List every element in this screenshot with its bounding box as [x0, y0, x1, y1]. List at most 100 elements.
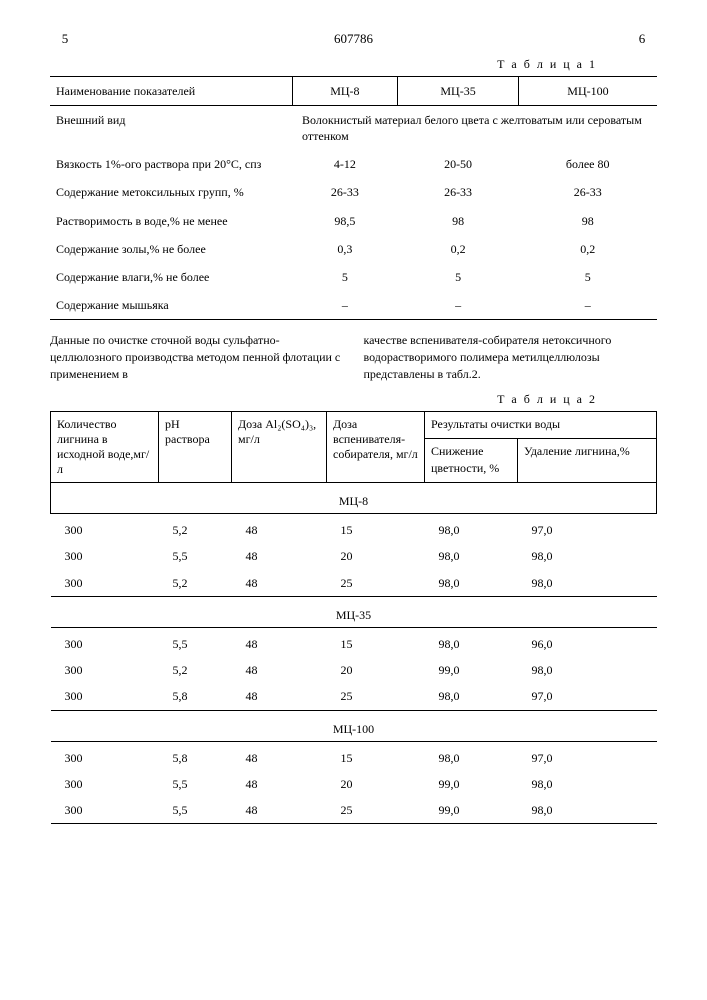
doc-number: 607786 [80, 30, 627, 48]
t2-cell: 98,0 [425, 570, 518, 597]
t2-cell: 48 [232, 627, 327, 657]
t2-cell: 48 [232, 657, 327, 683]
page-header: 5 607786 6 [50, 30, 657, 48]
t1-row-label: Содержание метоксильных групп, % [50, 178, 292, 206]
t2-cell: 15 [327, 514, 425, 544]
t2-cell: 99,0 [425, 657, 518, 683]
t1-cell: 26-33 [292, 178, 398, 206]
t2-h-c3: Доза Al₂(SO₄)₃, мг/л [232, 412, 327, 483]
t2-h-c5a: Снижение цветности, % [425, 439, 518, 483]
t2-cell: 300 [51, 514, 159, 544]
t2-cell: 300 [51, 741, 159, 771]
t2-cell: 300 [51, 657, 159, 683]
mid-left: Данные по очистке сточной воды сульфатно… [50, 332, 344, 382]
t1-cell: – [398, 291, 519, 320]
t1-cell: 98 [398, 207, 519, 235]
t2-cell: 5,5 [159, 627, 232, 657]
t2-cell: 98,0 [425, 683, 518, 710]
t2-cell: 20 [327, 543, 425, 569]
t2-cell: 300 [51, 570, 159, 597]
t1-cell: 5 [398, 263, 519, 291]
t1-cell: 20-50 [398, 150, 519, 178]
t1-cell: – [518, 291, 657, 320]
t2-cell: 48 [232, 771, 327, 797]
t2-cell: 97,0 [518, 741, 657, 771]
t2-cell: 5,2 [159, 570, 232, 597]
t1-cell: 5 [292, 263, 398, 291]
t2-cell: 300 [51, 627, 159, 657]
t2-cell: 98,0 [425, 514, 518, 544]
t2-cell: 98,0 [518, 771, 657, 797]
t2-h-c4: Доза вспенивателя-собирателя, мг/л [327, 412, 425, 483]
t2-cell: 98,0 [518, 543, 657, 569]
t1-cell: более 80 [518, 150, 657, 178]
t2-cell: 97,0 [518, 683, 657, 710]
table2: Количество лигнина в исходной воде,мг/л … [50, 411, 657, 824]
t2-cell: 300 [51, 771, 159, 797]
page-num-right: 6 [627, 30, 657, 48]
t2-cell: 5,5 [159, 771, 232, 797]
t2-h-c2: pH раствора [159, 412, 232, 483]
t1-cell: – [292, 291, 398, 320]
table1-caption: Т а б л и ц а 1 [50, 56, 597, 72]
t1-row-span: Волокнистый материал белого цвета с желт… [292, 105, 657, 150]
t2-cell: 98,0 [518, 657, 657, 683]
t2-cell: 48 [232, 797, 327, 824]
t1-col-header: МЦ-8 [292, 76, 398, 105]
t2-cell: 20 [327, 657, 425, 683]
t2-group-name: МЦ-100 [51, 711, 657, 742]
t2-cell: 48 [232, 741, 327, 771]
t2-cell: 48 [232, 514, 327, 544]
t2-cell: 20 [327, 771, 425, 797]
t2-cell: 98,0 [425, 543, 518, 569]
page-num-left: 5 [50, 30, 80, 48]
t2-cell: 300 [51, 543, 159, 569]
t1-cell: 98,5 [292, 207, 398, 235]
t2-cell: 98,0 [425, 741, 518, 771]
t2-cell: 96,0 [518, 627, 657, 657]
t1-cell: 0,2 [398, 235, 519, 263]
t2-cell: 98,0 [518, 570, 657, 597]
t1-row-label: Содержание влаги,% не более [50, 263, 292, 291]
t2-cell: 5,2 [159, 657, 232, 683]
t1-row-label: Содержание золы,% не более [50, 235, 292, 263]
t2-cell: 97,0 [518, 514, 657, 544]
t1-cell: 0,3 [292, 235, 398, 263]
t2-cell: 48 [232, 543, 327, 569]
t2-cell: 48 [232, 570, 327, 597]
t2-cell: 99,0 [425, 771, 518, 797]
t2-cell: 5,5 [159, 543, 232, 569]
t2-cell: 25 [327, 797, 425, 824]
t2-cell: 5,8 [159, 683, 232, 710]
table2-caption: Т а б л и ц а 2 [50, 391, 597, 407]
t1-cell: 26-33 [518, 178, 657, 206]
t2-h-c5: Результаты очистки воды [425, 412, 657, 439]
t2-group-name: МЦ-8 [51, 483, 657, 514]
t2-cell: 98,0 [518, 797, 657, 824]
t2-cell: 5,5 [159, 797, 232, 824]
t2-cell: 300 [51, 797, 159, 824]
t1-cell: 98 [518, 207, 657, 235]
t2-cell: 15 [327, 627, 425, 657]
t1-col-header: МЦ-35 [398, 76, 519, 105]
t2-cell: 98,0 [425, 627, 518, 657]
t2-cell: 48 [232, 683, 327, 710]
t1-row-label: Содержание мышьяка [50, 291, 292, 320]
t2-group-name: МЦ-35 [51, 597, 657, 628]
t2-separator [51, 824, 657, 825]
t2-cell: 5,8 [159, 741, 232, 771]
t1-row-label: Растворимость в воде,% не менее [50, 207, 292, 235]
t2-cell: 25 [327, 683, 425, 710]
t2-h-c1: Количество лигнина в исходной воде,мг/л [51, 412, 159, 483]
t1-row-label: Внешний вид [50, 105, 292, 150]
t1-row-label: Вязкость 1%-ого раствора при 20°С, спз [50, 150, 292, 178]
t2-cell: 99,0 [425, 797, 518, 824]
mid-right: качестве вспенивателя-собирателя нетокси… [364, 332, 658, 382]
t1-cell: 5 [518, 263, 657, 291]
t2-cell: 25 [327, 570, 425, 597]
t2-cell: 5,2 [159, 514, 232, 544]
t1-cell: 4-12 [292, 150, 398, 178]
mid-paragraph: Данные по очистке сточной воды сульфатно… [50, 332, 657, 382]
t2-h-c5b: Удаление лигнина,% [518, 439, 657, 483]
t1-cell: 26-33 [398, 178, 519, 206]
